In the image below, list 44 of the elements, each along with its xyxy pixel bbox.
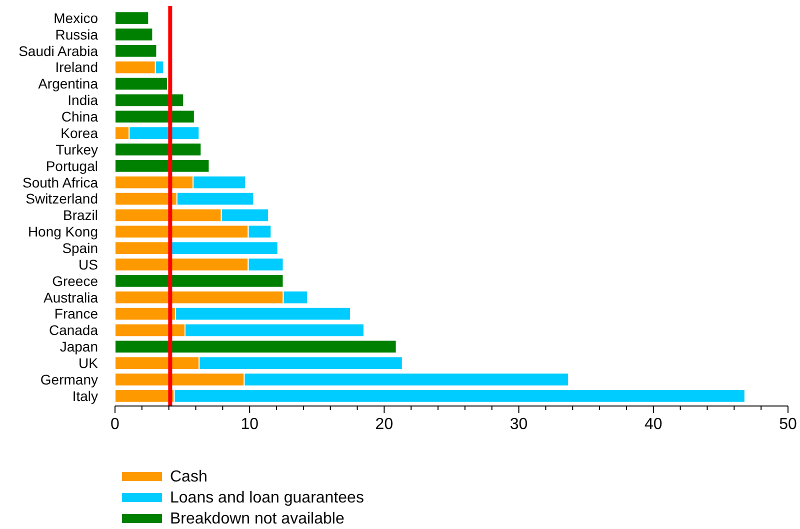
y-tick-label: Germany xyxy=(40,371,98,388)
bar xyxy=(114,28,154,42)
y-tick-label: Russia xyxy=(55,26,98,42)
bar xyxy=(114,11,150,25)
y-tick-label: Switzerland xyxy=(26,190,98,207)
y-tick-label: Ireland xyxy=(55,59,98,76)
y-tick-label: Japan xyxy=(60,338,98,355)
y-tick-label: Italy xyxy=(72,388,98,404)
y-tick-label: Saudi Arabia xyxy=(18,42,98,59)
bar xyxy=(114,44,158,58)
y-tick-label: US xyxy=(78,256,98,272)
bar xyxy=(114,142,202,156)
y-tick-label: Greece xyxy=(52,272,98,289)
y-tick-label: Spain xyxy=(62,240,98,256)
bar xyxy=(171,241,278,255)
y-tick-label: Brazil xyxy=(62,207,98,224)
y-tick-label: Argentina xyxy=(38,76,98,92)
y-tick-label: Canada xyxy=(48,322,98,338)
y-tick-label: Mexico xyxy=(54,10,98,26)
x-tick-label: 0 xyxy=(110,416,120,433)
x-tick-label: 50 xyxy=(779,416,797,433)
x-tick-label: 20 xyxy=(375,416,394,433)
bar xyxy=(114,93,184,108)
y-tick-label: India xyxy=(68,92,98,108)
y-tick-label: Hong Kong xyxy=(28,224,98,240)
bar xyxy=(114,110,195,124)
legend-label: Loans and loan guarantees xyxy=(170,490,364,507)
legend-label: Cash xyxy=(170,468,208,486)
y-tick-label: South Africa xyxy=(22,174,98,190)
x-tick-label: 40 xyxy=(644,416,662,433)
bar xyxy=(114,274,284,288)
legend-label: Breakdown not available xyxy=(170,510,344,528)
y-tick-label: Turkey xyxy=(56,141,98,158)
y-tick-label: France xyxy=(54,306,98,322)
bar xyxy=(114,159,210,173)
bar xyxy=(114,340,397,354)
y-tick-label: China xyxy=(61,108,98,125)
bar xyxy=(114,76,168,91)
y-tick-label: Portugal xyxy=(46,158,98,174)
y-tick-label: Australia xyxy=(44,289,98,306)
y-tick-label: UK xyxy=(78,354,99,371)
x-tick-label: 10 xyxy=(240,416,259,433)
x-tick-label: 30 xyxy=(510,416,528,433)
y-tick-label: Korea xyxy=(60,124,98,141)
